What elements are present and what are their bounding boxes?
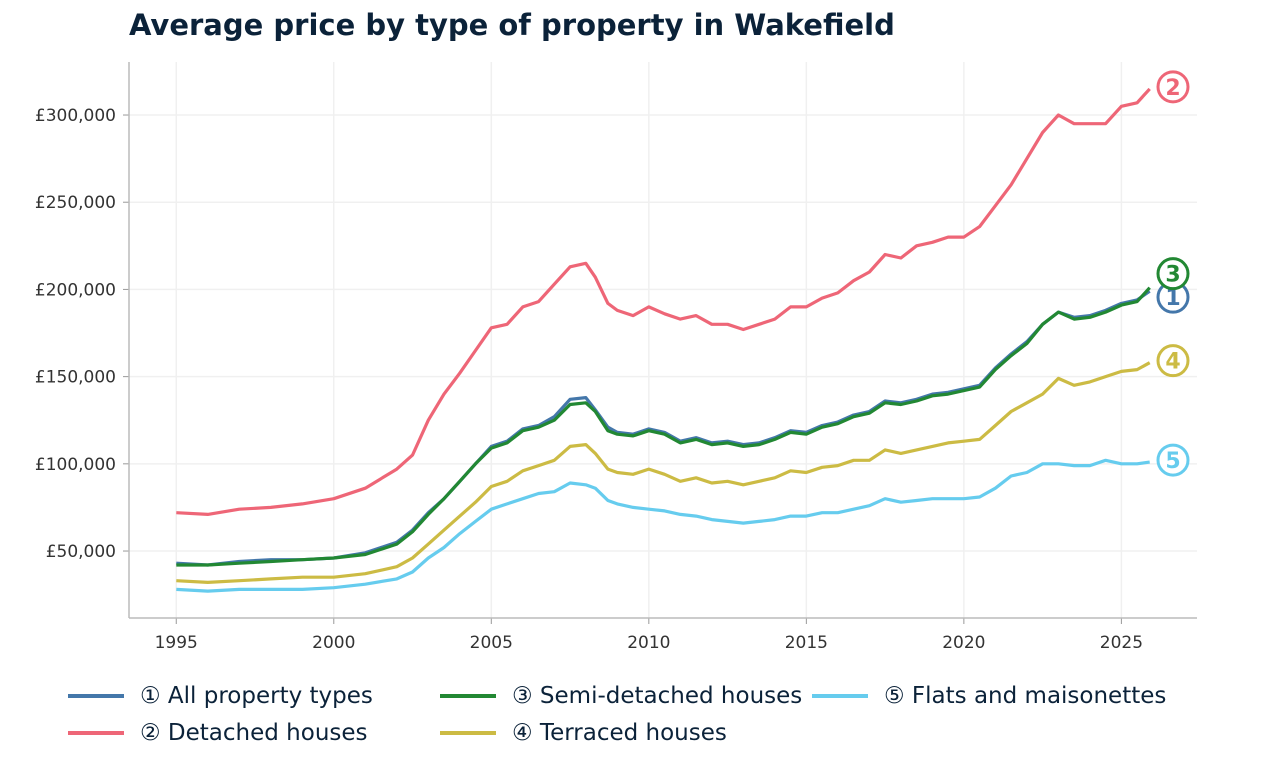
legend-item: ① All property types xyxy=(68,680,440,711)
x-tick-label: 2020 xyxy=(942,633,985,653)
end-label-text: 3 xyxy=(1165,263,1180,288)
end-label-circle xyxy=(1156,257,1190,291)
end-label-text: 1 xyxy=(1165,286,1180,311)
chart-title: Average price by type of property in Wak… xyxy=(129,8,895,42)
legend-label: ④ Terraced houses xyxy=(512,719,727,746)
end-label-4: 4 xyxy=(1156,344,1190,378)
x-tick-label: 2005 xyxy=(470,633,513,653)
legend-item: ⑤ Flats and maisonettes xyxy=(812,680,1212,711)
y-tick-label: £250,000 xyxy=(35,193,116,213)
legend-label: ⑤ Flats and maisonettes xyxy=(884,682,1167,709)
y-tick-label: £300,000 xyxy=(35,106,116,126)
y-tick-label: £100,000 xyxy=(35,455,116,475)
legend-label: ③ Semi-detached houses xyxy=(512,682,803,709)
y-tick-label: £150,000 xyxy=(35,368,116,388)
end-label-circle xyxy=(1156,344,1190,378)
legend: ① All property types ③ Semi-detached hous… xyxy=(68,680,1212,748)
x-tick-label: 2010 xyxy=(627,633,670,653)
end-label-text: 5 xyxy=(1165,449,1180,474)
legend-swatch xyxy=(68,730,124,735)
x-tick-label: 1995 xyxy=(155,633,198,653)
end-label-circle xyxy=(1156,70,1190,104)
legend-item: ③ Semi-detached houses xyxy=(440,680,812,711)
end-label-3: 3 xyxy=(1156,257,1190,291)
end-label-2: 2 xyxy=(1156,70,1190,104)
series-line-1 xyxy=(176,289,1151,567)
legend-swatch xyxy=(812,693,868,698)
line-chart: 1995 2000 2005 2010 2015 2020 2025 £50,000 £100,… xyxy=(35,62,1197,653)
x-tick-label: 2025 xyxy=(1100,633,1143,653)
end-label-5: 5 xyxy=(1156,443,1190,477)
series-line-4 xyxy=(176,361,1151,584)
x-tick-label: 2000 xyxy=(312,633,355,653)
legend-item: ④ Terraced houses xyxy=(440,717,812,748)
x-tick-label: 2015 xyxy=(785,633,828,653)
legend-swatch xyxy=(440,693,496,698)
legend-label: ② Detached houses xyxy=(140,719,368,746)
series-line-5 xyxy=(176,458,1150,593)
legend-swatch xyxy=(68,693,124,698)
series-line-2 xyxy=(176,87,1151,516)
series-line-3 xyxy=(176,286,1151,567)
legend-label: ① All property types xyxy=(140,682,373,709)
legend-swatch xyxy=(440,730,496,735)
end-label-text: 4 xyxy=(1165,350,1180,375)
y-tick-label: £200,000 xyxy=(35,280,116,300)
end-label-text: 2 xyxy=(1165,76,1180,101)
end-label-circle xyxy=(1156,443,1190,477)
legend-item: ② Detached houses xyxy=(68,717,440,748)
y-tick-label: £50,000 xyxy=(46,542,116,562)
